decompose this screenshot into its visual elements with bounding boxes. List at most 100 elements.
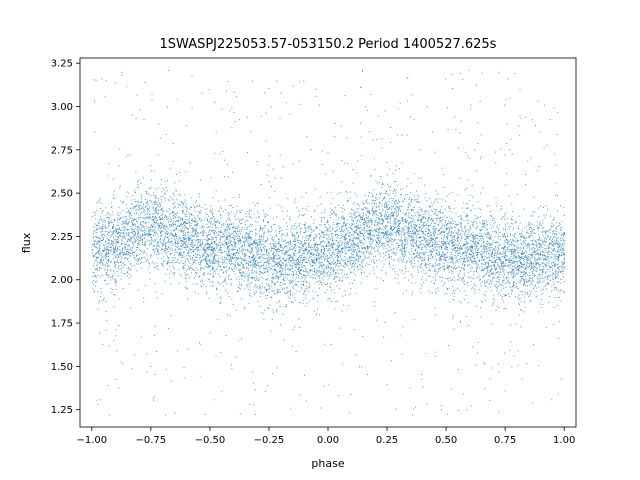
data-point	[198, 193, 200, 195]
data-point	[236, 249, 238, 250]
data-point	[337, 204, 339, 206]
data-point	[500, 271, 502, 273]
data-point	[214, 153, 216, 155]
data-point	[130, 238, 132, 239]
data-point	[213, 216, 215, 218]
data-point	[330, 217, 332, 218]
data-point	[277, 275, 279, 277]
data-point	[401, 269, 403, 271]
data-point	[164, 197, 166, 199]
data-point	[287, 296, 289, 298]
data-point	[519, 115, 521, 117]
data-point	[445, 278, 447, 279]
data-point	[262, 273, 264, 275]
data-point	[515, 246, 517, 248]
data-point	[315, 227, 317, 229]
data-point	[181, 242, 183, 244]
data-point	[446, 195, 448, 197]
data-point	[110, 243, 112, 245]
data-point	[133, 189, 135, 191]
data-point	[195, 283, 197, 285]
data-point	[145, 240, 147, 242]
data-point	[165, 226, 167, 228]
data-point	[407, 238, 409, 240]
data-point	[155, 248, 157, 250]
data-point	[423, 233, 425, 235]
data-point	[284, 252, 286, 253]
data-point	[422, 386, 424, 388]
data-point	[438, 290, 440, 292]
data-point	[441, 219, 443, 220]
data-point	[110, 242, 112, 244]
data-point	[133, 255, 135, 257]
data-point	[397, 210, 399, 212]
data-point	[288, 259, 290, 261]
data-point	[435, 198, 437, 200]
data-point	[192, 246, 194, 248]
data-point	[263, 227, 265, 229]
data-point	[368, 212, 370, 214]
data-point	[114, 248, 116, 250]
data-point	[375, 228, 377, 230]
data-point	[254, 263, 256, 264]
data-point	[237, 276, 239, 278]
data-point	[348, 268, 350, 270]
data-point	[337, 252, 339, 254]
data-point	[342, 364, 344, 366]
data-point	[468, 277, 470, 279]
data-point	[207, 238, 209, 240]
data-point	[238, 241, 239, 243]
data-point	[293, 272, 294, 274]
data-point	[388, 198, 390, 200]
data-point	[115, 264, 117, 266]
data-point	[195, 231, 197, 233]
data-point	[318, 236, 320, 238]
data-point	[430, 246, 432, 248]
data-point	[448, 266, 450, 268]
data-point	[349, 259, 351, 261]
data-point	[329, 238, 331, 240]
data-point	[323, 385, 325, 387]
data-point	[226, 242, 227, 244]
data-point	[256, 291, 258, 293]
data-point	[379, 228, 380, 229]
data-point	[510, 341, 512, 343]
data-point	[125, 156, 127, 158]
data-point	[396, 202, 398, 204]
data-point	[98, 222, 100, 224]
data-point	[207, 242, 209, 244]
data-point	[481, 250, 483, 252]
data-point	[330, 212, 332, 214]
data-point	[363, 243, 365, 245]
data-point	[455, 262, 456, 264]
data-point	[100, 235, 102, 237]
data-point	[162, 207, 164, 209]
data-point	[404, 277, 406, 279]
data-point	[462, 253, 463, 255]
data-point	[428, 241, 430, 243]
data-point	[107, 211, 109, 213]
data-point	[301, 196, 303, 198]
data-point	[550, 215, 552, 217]
data-point	[387, 204, 389, 206]
data-point	[412, 258, 414, 260]
data-point	[201, 234, 203, 236]
data-point	[471, 266, 473, 268]
data-point	[418, 271, 420, 273]
data-point	[384, 206, 386, 208]
data-point	[305, 250, 307, 252]
data-point	[379, 241, 381, 243]
data-point	[206, 235, 208, 237]
data-point	[115, 282, 117, 284]
data-point	[354, 274, 356, 276]
data-point	[383, 336, 385, 338]
data-point	[315, 313, 317, 315]
data-point	[242, 250, 244, 252]
data-point	[148, 262, 150, 264]
data-point	[312, 264, 314, 266]
data-point	[440, 404, 442, 406]
data-point	[302, 207, 304, 209]
data-point	[206, 249, 208, 251]
data-point	[433, 239, 435, 241]
data-point	[175, 234, 177, 236]
